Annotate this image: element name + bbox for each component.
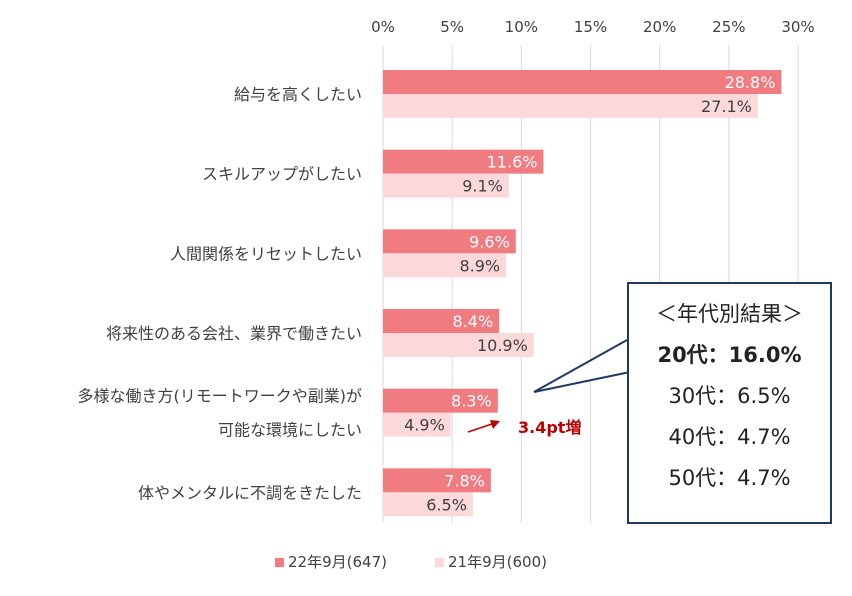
x-tick-label: 0% <box>371 18 395 36</box>
bar <box>383 468 491 493</box>
category-label: 給与を高くしたい <box>234 85 362 104</box>
data-label: 9.1% <box>462 177 503 196</box>
bar <box>383 149 544 174</box>
bar <box>383 173 509 198</box>
x-tick-label: 10% <box>505 18 538 36</box>
data-label: 11.6% <box>487 153 538 172</box>
bar <box>383 229 516 254</box>
x-tick-label: 25% <box>712 18 745 36</box>
category-label: スキルアップがしたい <box>202 165 362 184</box>
bar <box>383 388 498 413</box>
category-label: 人間関係をリセットしたい <box>170 244 362 263</box>
data-label: 4.9% <box>404 416 445 435</box>
legend-swatch <box>275 558 284 567</box>
increase-arrow <box>467 420 500 433</box>
bar <box>383 492 473 517</box>
category-label: 可能な環境にしたい <box>218 421 362 440</box>
x-tick-label: 15% <box>574 18 607 36</box>
x-axis-ticks: 0% 5% 10% 15% 20% 25% 30% <box>371 18 815 36</box>
legend-label: 22年9月(647) <box>288 553 387 571</box>
legend-swatch <box>435 558 444 567</box>
data-label: 28.8% <box>725 73 776 92</box>
data-label: 7.8% <box>444 471 485 490</box>
callout-row-30s: 30代：6.5% <box>668 384 791 408</box>
x-tick-label: 30% <box>781 18 814 36</box>
data-label: 10.9% <box>477 336 528 355</box>
data-label: 8.9% <box>459 256 500 275</box>
category-label: 多様な働き方(リモートワークや副業)が <box>78 387 363 406</box>
callout-pointer <box>533 339 631 393</box>
callout-row-20s: 20代：16.0% <box>657 343 802 367</box>
data-labels: 28.8% 27.1% 11.6% 9.1% 9.6% 8.9% 8.4% 10.9% 8.3%… <box>404 73 775 514</box>
bar <box>383 309 500 333</box>
data-label: 8.3% <box>451 392 492 411</box>
bar <box>383 94 758 118</box>
bars <box>383 70 782 517</box>
data-label: 6.5% <box>426 495 467 514</box>
age-breakdown-callout: ＜年代別結果＞ 20代：16.0% 30代：6.5% 40代：4.7% 50代：… <box>627 282 832 524</box>
callout-row-40s: 40代：4.7% <box>668 425 791 449</box>
category-label: 体やメンタルに不調をきたした <box>138 483 362 502</box>
callout-title: ＜年代別結果＞ <box>656 302 803 326</box>
bar <box>383 333 534 357</box>
data-label: 27.1% <box>701 97 752 116</box>
category-labels: 給与を高くしたいスキルアップがしたい人間関係をリセットしたい将来性のある会社、業… <box>78 85 363 502</box>
bar <box>383 412 451 437</box>
bar <box>383 253 507 278</box>
x-tick-label: 20% <box>643 18 676 36</box>
increase-annotation: 3.4pt増 <box>518 418 582 437</box>
x-tick-label: 5% <box>440 18 464 36</box>
legend: 22年9月(647) 21年9月(600) <box>275 553 547 571</box>
legend-label: 21年9月(600) <box>448 553 547 571</box>
bar <box>383 70 782 94</box>
callout-row-50s: 50代：4.7% <box>668 466 791 490</box>
data-label: 8.4% <box>453 312 494 331</box>
data-label: 9.6% <box>469 232 510 251</box>
category-label: 将来性のある会社、業界で働きたい <box>106 324 362 343</box>
